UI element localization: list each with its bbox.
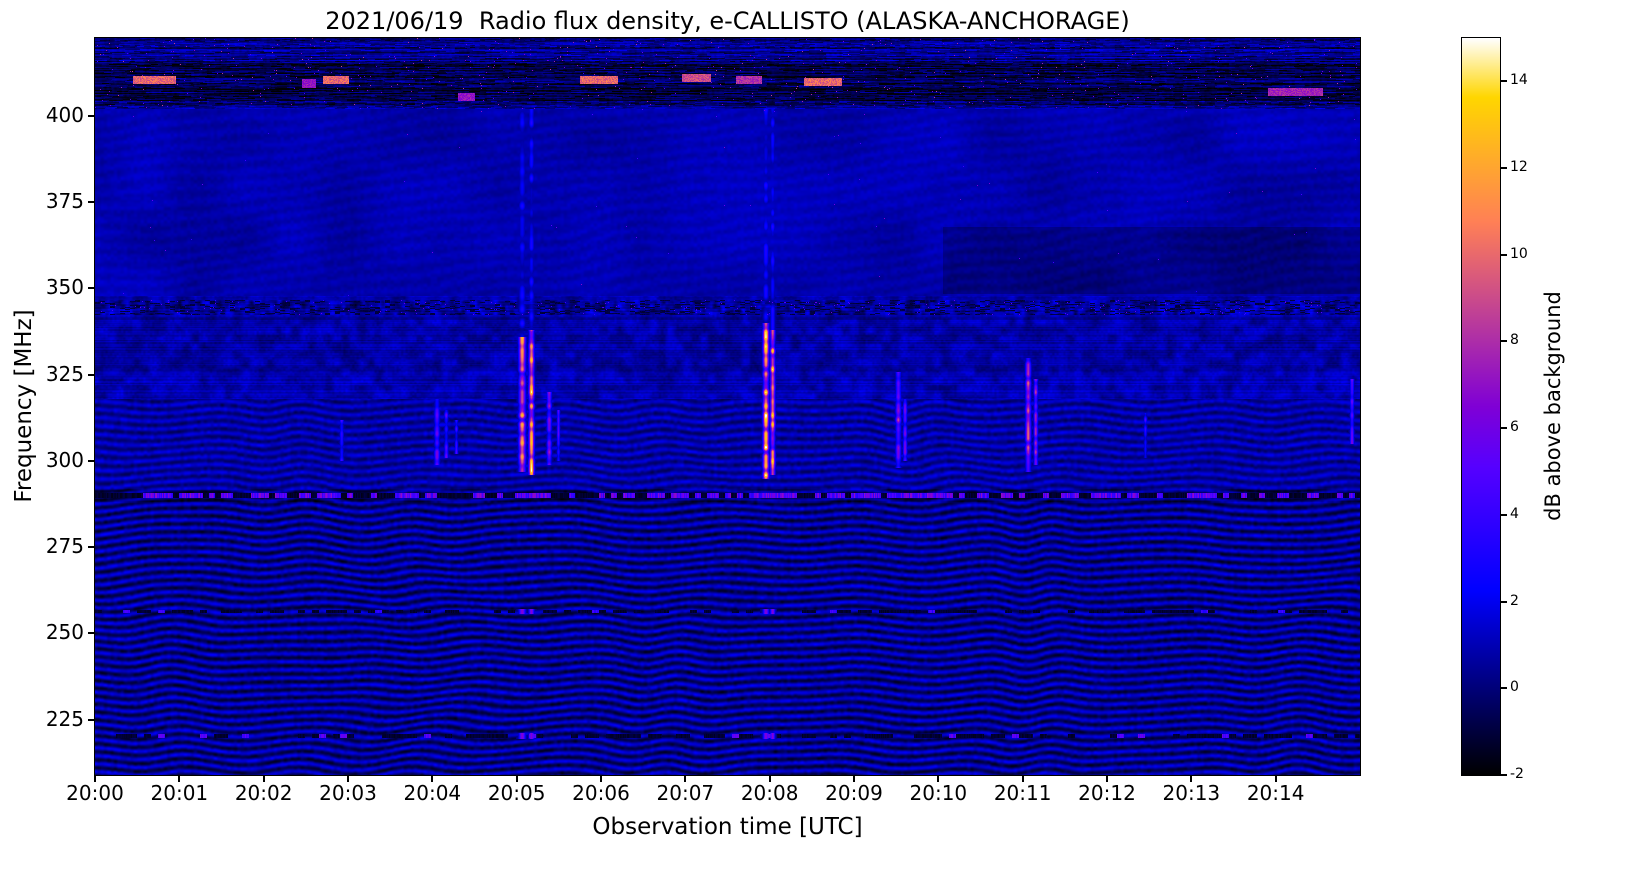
colorbar-tick-mark	[1501, 427, 1507, 430]
colorbar-tick-mark	[1501, 340, 1507, 343]
x-tick-label: 20:01	[150, 781, 209, 805]
x-tick-mark	[1190, 776, 1193, 782]
x-tick-label: 20:09	[825, 781, 883, 805]
colorbar-tick-mark	[1501, 687, 1507, 690]
colorbar-tick-label: 14	[1510, 72, 1528, 89]
x-tick-mark	[347, 776, 349, 782]
x-tick-mark	[1106, 776, 1108, 782]
x-tick-mark	[1274, 776, 1277, 782]
x-tick-mark	[1021, 776, 1024, 782]
colorbar-tick-label: 12	[1510, 159, 1528, 176]
colorbar-tick-mark	[1501, 253, 1507, 256]
x-tick-label: 20:06	[572, 781, 630, 805]
x-tick-label: 20:04	[403, 781, 462, 805]
colorbar-tick-label: 0	[1510, 679, 1519, 696]
x-tick-label: 20:12	[1078, 781, 1136, 805]
colorbar-tick-mark	[1501, 600, 1507, 603]
x-tick-label: 20:14	[1246, 781, 1305, 805]
y-tick-label: 325	[45, 361, 84, 386]
colorbar-tick-label: 10	[1510, 245, 1528, 262]
x-axis-label: Observation time [UTC]	[592, 814, 863, 840]
colorbar-label: dB above background	[1541, 291, 1565, 521]
colorbar-tick-mark	[1501, 774, 1507, 776]
y-tick-label: 375	[45, 188, 84, 213]
x-tick-label: 20:11	[993, 781, 1052, 805]
colorbar-tick-mark	[1501, 513, 1507, 516]
x-tick-label: 20:08	[740, 781, 799, 805]
colorbar-tick-label: 8	[1510, 332, 1519, 349]
x-tick-mark	[684, 776, 687, 782]
y-tick-mark	[88, 546, 95, 549]
y-tick-label: 250	[45, 620, 84, 645]
y-tick-mark	[88, 632, 95, 635]
y-axis-label: Frequency [MHz]	[11, 309, 37, 503]
x-tick-mark	[262, 776, 265, 782]
colorbar-tick-mark	[1501, 80, 1507, 83]
chart-title: 2021/06/19 Radio flux density, e-CALLIST…	[325, 7, 1130, 35]
y-tick-label: 225	[45, 706, 84, 731]
spectrogram-heatmap	[94, 37, 1361, 776]
y-tick-mark	[88, 373, 95, 376]
x-tick-mark	[768, 776, 771, 782]
x-tick-mark	[94, 776, 96, 782]
y-tick-mark	[88, 287, 95, 290]
x-tick-label: 20:07	[656, 781, 715, 805]
colorbar-tick-label: 6	[1510, 419, 1519, 436]
colorbar	[1461, 37, 1501, 776]
y-tick-label: 300	[45, 447, 84, 472]
y-tick-label: 400	[45, 102, 84, 127]
x-tick-mark	[431, 776, 434, 782]
y-tick-mark	[88, 459, 95, 462]
y-tick-label: 350	[45, 275, 84, 300]
x-tick-mark	[178, 776, 181, 782]
x-tick-label: 20:13	[1162, 781, 1221, 805]
colorbar-tick-label: 4	[1510, 505, 1519, 522]
colorbar-tick-label: 2	[1510, 592, 1519, 609]
x-tick-mark	[600, 776, 602, 782]
x-tick-label: 20:05	[487, 781, 546, 805]
x-tick-mark	[853, 776, 855, 782]
colorbar-tick-label: -2	[1510, 766, 1524, 782]
y-tick-mark	[88, 718, 95, 721]
x-tick-label: 20:02	[234, 781, 293, 805]
x-tick-label: 20:10	[909, 781, 968, 805]
colorbar-tick-mark	[1501, 167, 1507, 170]
x-tick-label: 20:00	[66, 781, 124, 805]
y-tick-mark	[88, 114, 95, 117]
y-tick-mark	[88, 200, 95, 203]
x-tick-mark	[515, 776, 518, 782]
y-tick-label: 275	[45, 534, 84, 559]
x-tick-label: 20:03	[319, 781, 377, 805]
x-tick-mark	[937, 776, 940, 782]
